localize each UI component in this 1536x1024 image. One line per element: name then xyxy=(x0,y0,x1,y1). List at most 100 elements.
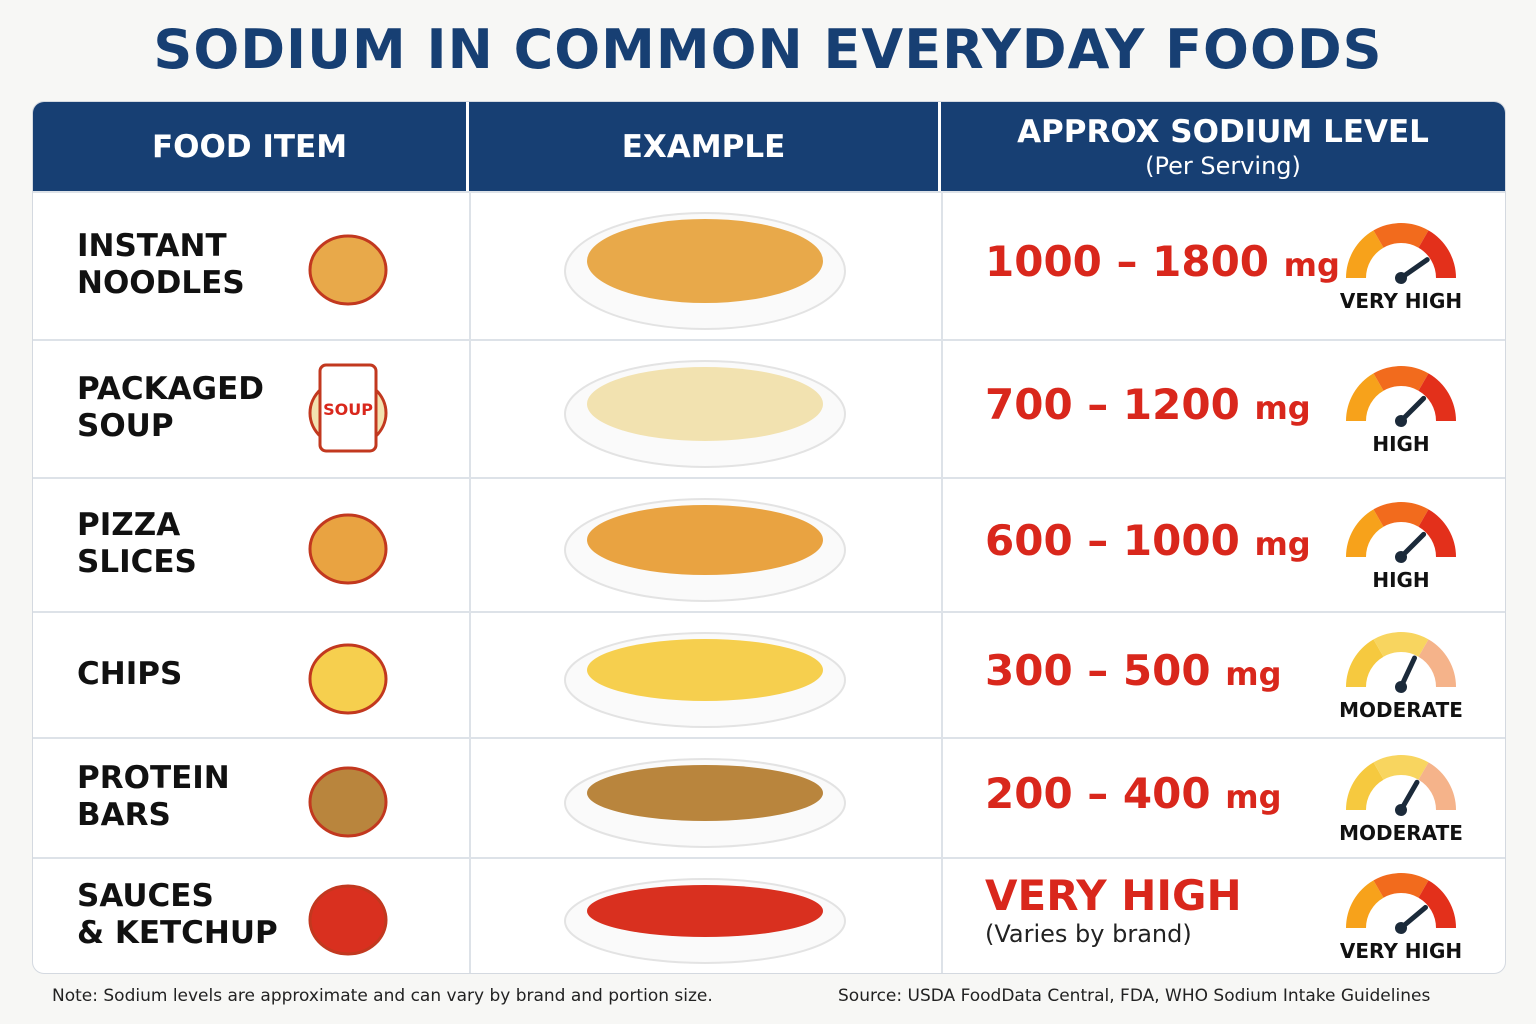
row-divider xyxy=(33,611,1505,737)
header-cell: EXAMPLE xyxy=(469,102,941,191)
food-icon xyxy=(308,766,388,838)
column-divider xyxy=(469,191,471,973)
footnote: Note: Sodium levels are approximate and … xyxy=(52,986,713,1006)
level-label: MODERATE xyxy=(1339,698,1463,722)
header-text: EXAMPLE xyxy=(621,128,786,165)
icon-label: SOUP xyxy=(323,400,373,419)
food-icon xyxy=(308,884,388,956)
food-name-line: SAUCES xyxy=(77,878,214,914)
gauge-segment xyxy=(1346,880,1384,928)
header-text: APPROX SODIUM LEVEL xyxy=(1017,113,1429,150)
food-icon: SOUP xyxy=(308,363,388,453)
sodium-range: 1000 – 1800 xyxy=(985,237,1270,286)
row-divider xyxy=(33,477,1505,611)
food xyxy=(587,639,823,701)
gauge-segment xyxy=(1373,755,1429,780)
row-divider xyxy=(33,339,1505,477)
source: Source: USDA FoodData Central, FDA, WHO … xyxy=(838,986,1431,1006)
sodium-range: 300 – 500 xyxy=(985,646,1211,695)
gauge-hub xyxy=(1395,804,1407,816)
gauge-segment xyxy=(1373,873,1429,898)
food-name-line: SOUP xyxy=(77,408,174,444)
icon-shape xyxy=(308,234,388,306)
sodium-value: 600 – 1000 mg xyxy=(985,516,1311,565)
gauge-hub xyxy=(1395,922,1407,934)
gauge-segment xyxy=(1418,762,1456,810)
gauge-hub xyxy=(1395,415,1407,427)
food-name: PROTEIN BARS xyxy=(77,760,230,834)
food-name: PACKAGED SOUP xyxy=(77,371,264,445)
icon-shape xyxy=(308,643,388,715)
sodium-range: 700 – 1200 xyxy=(985,380,1240,429)
gauge-segment xyxy=(1346,373,1384,421)
sodium-range: 600 – 1000 xyxy=(985,516,1240,565)
food xyxy=(587,219,823,303)
food xyxy=(587,885,823,937)
table: FOOD ITEM EXAMPLE APPROX SODIUM LEVEL (Pe… xyxy=(32,101,1506,974)
gauge-hub xyxy=(1395,272,1407,284)
food-icon xyxy=(308,643,388,715)
food-icon xyxy=(308,234,388,306)
food-name-line: BARS xyxy=(77,797,171,833)
gauge-segment xyxy=(1418,639,1456,687)
sodium-value: 300 – 500 mg xyxy=(985,646,1281,695)
gauge-segment xyxy=(1346,230,1384,278)
icon-shape xyxy=(308,884,388,956)
gauge-segment xyxy=(1418,509,1456,557)
gauge-segment xyxy=(1373,632,1429,657)
level-label: VERY HIGH xyxy=(1339,289,1463,313)
gauge-segment xyxy=(1346,509,1384,557)
gauge-segment xyxy=(1373,366,1429,391)
gauge-segment xyxy=(1346,639,1384,687)
food-name: PIZZA SLICES xyxy=(77,507,197,581)
level-label: HIGH xyxy=(1372,432,1430,456)
sodium-unit: mg xyxy=(1254,525,1311,563)
gauge xyxy=(1346,223,1456,284)
row-divider xyxy=(33,737,1505,857)
row-divider xyxy=(33,857,1505,973)
gauge xyxy=(1346,632,1456,693)
sodium-value: VERY HIGH (Varies by brand) xyxy=(985,871,1242,948)
icon-shape xyxy=(308,513,388,585)
header-cell: APPROX SODIUM LEVEL (Per Serving) xyxy=(941,102,1505,191)
food-name-line: INSTANT xyxy=(77,228,227,264)
food-name-line: PROTEIN xyxy=(77,760,230,796)
example-photo xyxy=(564,758,846,848)
sodium-unit: mg xyxy=(1254,389,1311,427)
sodium-note: (Varies by brand) xyxy=(985,920,1192,948)
gauge-segment xyxy=(1418,373,1456,421)
food-name: SAUCES & KETCHUP xyxy=(77,878,278,952)
food-name-line: PACKAGED xyxy=(77,371,264,407)
level-label: MODERATE xyxy=(1339,821,1463,845)
food xyxy=(587,765,823,821)
food-name-line: PIZZA xyxy=(77,507,181,543)
table-header: FOOD ITEM EXAMPLE APPROX SODIUM LEVEL (Pe… xyxy=(33,102,1505,191)
example-photo xyxy=(564,212,846,330)
title: SODIUM IN COMMON EVERYDAY FOODS xyxy=(153,18,1383,81)
sodium-value: 700 – 1200 mg xyxy=(985,380,1311,429)
level-label: HIGH xyxy=(1372,568,1430,592)
header-text: FOOD ITEM xyxy=(151,128,348,165)
gauge-segment xyxy=(1418,230,1456,278)
food-name: CHIPS xyxy=(77,656,182,693)
gauge xyxy=(1346,366,1456,427)
food-name-line: NOODLES xyxy=(77,265,245,301)
gauge-hub xyxy=(1395,681,1407,693)
gauge-hub xyxy=(1395,551,1407,563)
gauge-segment xyxy=(1373,223,1429,248)
gauge xyxy=(1346,502,1456,563)
gauge-segment xyxy=(1373,502,1429,527)
sodium-unit: mg xyxy=(1225,655,1282,693)
gauge-segment xyxy=(1346,762,1384,810)
level-label: VERY HIGH xyxy=(1339,939,1463,963)
sodium-value: 200 – 400 mg xyxy=(985,769,1281,818)
sodium-unit: mg xyxy=(1283,246,1340,284)
food-name: INSTANT NOODLES xyxy=(77,228,245,302)
food-name-line: & KETCHUP xyxy=(77,915,278,951)
example-photo xyxy=(564,878,846,964)
row-divider xyxy=(33,191,1505,339)
icon-cup xyxy=(318,363,378,453)
header-cell: FOOD ITEM xyxy=(33,102,469,191)
gauge xyxy=(1346,873,1456,934)
